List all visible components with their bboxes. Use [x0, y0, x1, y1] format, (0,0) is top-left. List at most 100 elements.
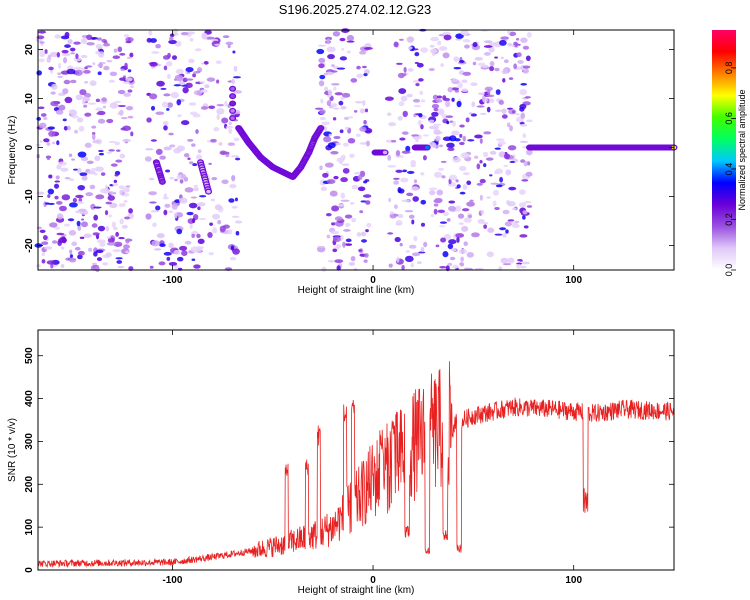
noise-blob [420, 99, 426, 103]
noise-blob [188, 58, 195, 64]
noise-blob [399, 137, 406, 141]
noise-blob [234, 220, 243, 224]
noise-blob [521, 179, 529, 182]
noise-blob [456, 100, 462, 108]
noise-blob [329, 190, 338, 197]
noise-blob [196, 233, 201, 239]
noise-blob [176, 145, 186, 152]
noise-blob [517, 60, 524, 64]
noise-blob [436, 189, 444, 196]
x-tick-label: 100 [565, 275, 582, 286]
noise-blob [149, 177, 155, 181]
noise-blob [209, 222, 213, 226]
y-tick-label: 400 [24, 390, 35, 407]
noise-blob [413, 179, 418, 184]
noise-blob [75, 94, 83, 101]
noise-blob [119, 52, 126, 56]
noise-blob [189, 161, 194, 165]
noise-blob [480, 112, 487, 115]
noise-blob [83, 69, 91, 74]
noise-blob [401, 131, 409, 135]
noise-blob [418, 251, 426, 254]
noise-blob [493, 189, 499, 196]
noise-blob [522, 215, 526, 220]
noise-blob [469, 112, 473, 115]
noise-blob [441, 175, 446, 179]
noise-blob [471, 101, 476, 108]
noise-blob [92, 232, 100, 236]
noise-blob [78, 208, 87, 212]
noise-blob [187, 139, 194, 142]
noise-blob [520, 123, 528, 127]
noise-blob [161, 101, 169, 108]
noise-blob [397, 214, 404, 219]
noise-blob [470, 82, 478, 87]
noise-blob [224, 100, 228, 107]
noise-blob [340, 96, 345, 100]
noise-blob [411, 219, 415, 225]
noise-blob [339, 56, 348, 61]
noise-blob [232, 50, 236, 54]
noise-blob [56, 52, 60, 58]
noise-blob [494, 233, 503, 236]
noise-blob [433, 129, 441, 135]
noise-blob [494, 206, 500, 211]
noise-blob [216, 108, 225, 115]
noise-blob [99, 242, 106, 247]
noise-blob [336, 157, 345, 163]
noise-blob [68, 257, 77, 263]
noise-blob [340, 199, 350, 202]
noise-blob [77, 184, 86, 191]
noise-blob [38, 106, 45, 110]
noise-blob [36, 70, 42, 76]
noise-blob [350, 255, 356, 262]
noise-blob [491, 42, 497, 46]
noise-blob [189, 37, 194, 42]
noise-blob [144, 156, 152, 162]
noise-blob [116, 149, 121, 152]
noise-blob [514, 220, 520, 223]
noise-blob [185, 78, 194, 81]
noise-blob [500, 36, 510, 40]
noise-blob [168, 132, 174, 136]
noise-blob [343, 116, 350, 121]
noise-blob [331, 102, 337, 108]
noise-blob [436, 95, 443, 99]
noise-blob [118, 237, 125, 240]
noise-blob [515, 113, 520, 116]
noise-blob [70, 110, 78, 116]
noise-blob [327, 89, 332, 96]
noise-blob [62, 88, 69, 95]
noise-blob [76, 117, 84, 123]
noise-blob [116, 260, 123, 264]
noise-blob [471, 232, 480, 238]
noise-blob [326, 234, 331, 239]
y-tick-label: 10 [24, 93, 35, 105]
noise-blob [80, 156, 89, 162]
noise-blob [349, 202, 355, 205]
noise-blob [230, 245, 235, 251]
noise-blob [171, 55, 178, 60]
spectrogram-features [152, 85, 678, 195]
noise-blob [449, 120, 454, 123]
noise-blob [434, 197, 443, 203]
noise-blob [387, 164, 397, 168]
noise-blob [106, 236, 111, 239]
noise-blob [86, 160, 94, 164]
spectrogram-heatmap [34, 28, 678, 273]
noise-blob [501, 114, 508, 119]
noise-blob [465, 117, 470, 123]
noise-blob [162, 55, 171, 60]
noise-blob [208, 162, 212, 165]
noise-blob [201, 33, 208, 40]
noise-blob [169, 176, 175, 180]
noise-blob [149, 201, 157, 204]
noise-blob [428, 141, 436, 148]
noise-blob [40, 113, 47, 117]
noise-blob [428, 119, 435, 123]
noise-blob [221, 179, 229, 185]
noise-blob [128, 208, 133, 214]
noise-blob [195, 154, 203, 161]
noise-blob [335, 244, 342, 249]
noise-blob [150, 139, 157, 142]
